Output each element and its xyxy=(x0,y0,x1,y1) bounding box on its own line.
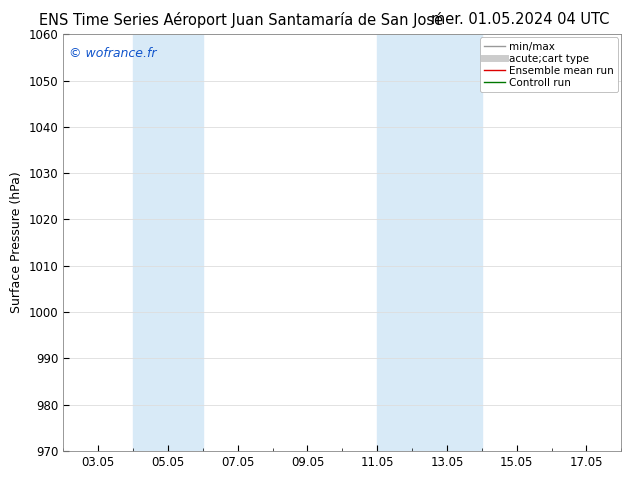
Y-axis label: Surface Pressure (hPa): Surface Pressure (hPa) xyxy=(10,172,23,314)
Text: mer. 01.05.2024 04 UTC: mer. 01.05.2024 04 UTC xyxy=(430,12,609,27)
Bar xyxy=(133,34,203,451)
Text: ENS Time Series Aéroport Juan Santamaría de San José: ENS Time Series Aéroport Juan Santamaría… xyxy=(39,12,443,28)
Text: © wofrance.fr: © wofrance.fr xyxy=(69,47,157,60)
Bar xyxy=(377,34,482,451)
Legend: min/max, acute;cart type, Ensemble mean run, Controll run: min/max, acute;cart type, Ensemble mean … xyxy=(480,37,618,92)
